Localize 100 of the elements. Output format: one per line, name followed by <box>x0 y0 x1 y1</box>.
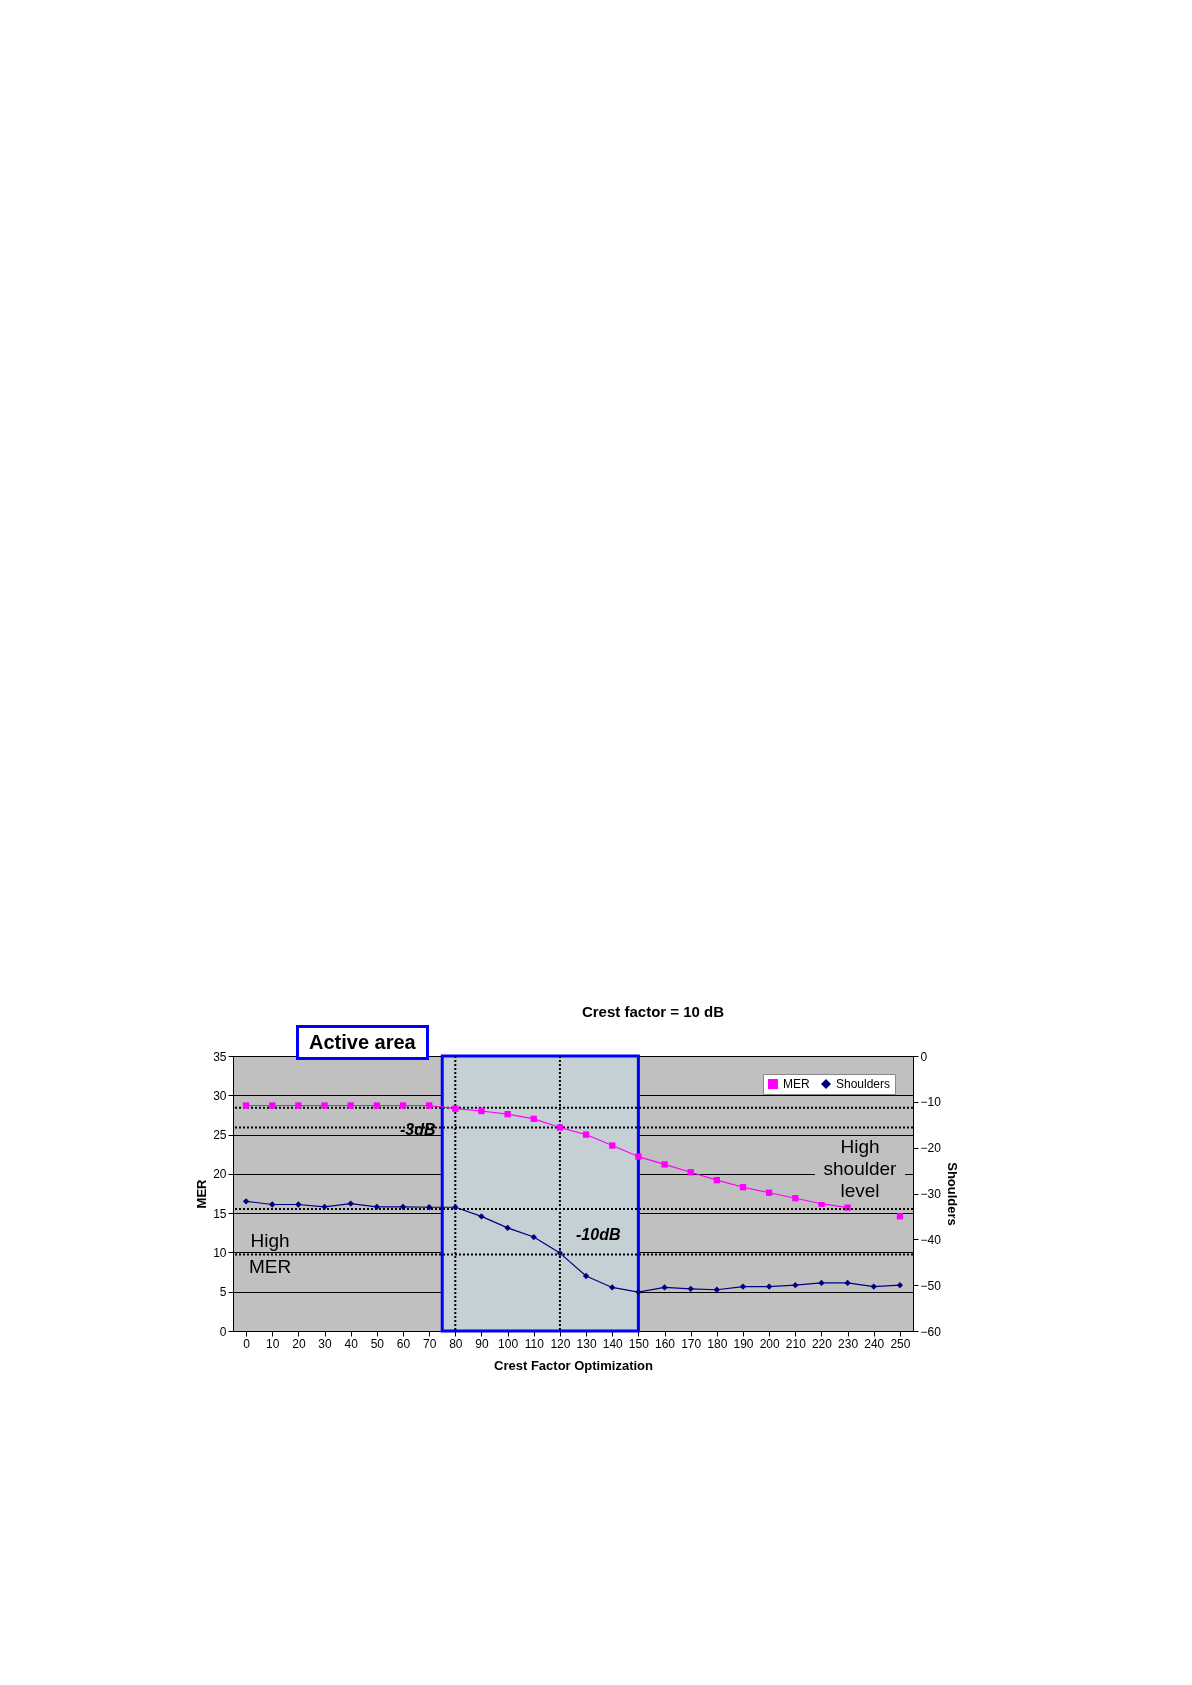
x-tick-label: 120 <box>550 1336 571 1351</box>
point <box>896 1213 904 1220</box>
y2-tick-label: −10 <box>920 1095 942 1110</box>
point <box>765 1283 773 1290</box>
y-tick-label: 10 <box>213 1245 227 1260</box>
x-tick-label: 170 <box>681 1336 702 1351</box>
x-tick-label: 130 <box>576 1336 597 1351</box>
point <box>478 1107 485 1115</box>
x-tick-label: 200 <box>759 1336 780 1351</box>
point <box>295 1102 302 1109</box>
point <box>818 1279 825 1287</box>
point <box>582 1272 590 1280</box>
y-tick-label: 25 <box>213 1128 227 1143</box>
annotation: -3dB <box>400 1120 436 1140</box>
point <box>373 1102 381 1109</box>
point <box>635 1288 642 1296</box>
x-tick-label: 110 <box>524 1336 545 1351</box>
y-tick-label: 5 <box>219 1285 227 1300</box>
x-tick-label: 230 <box>838 1336 859 1351</box>
x-tick-label: 90 <box>475 1336 489 1351</box>
y-tick-label: 20 <box>213 1167 227 1182</box>
point <box>452 1105 459 1112</box>
point <box>347 1200 354 1207</box>
x-tick-label: 180 <box>707 1336 728 1351</box>
annotation: High MER <box>247 1229 293 1279</box>
point <box>269 1201 276 1208</box>
point <box>504 1110 511 1118</box>
y2-tick-label: −30 <box>920 1187 942 1201</box>
y2-tick-label: −40 <box>920 1232 942 1247</box>
point <box>504 1224 511 1232</box>
band-label: Active area <box>296 1025 429 1060</box>
point <box>844 1279 851 1287</box>
point <box>635 1153 642 1160</box>
point <box>713 1286 721 1293</box>
annotation: -10dB <box>576 1225 621 1245</box>
point <box>321 1203 328 1210</box>
legend-label: Shoulders <box>836 1077 891 1091</box>
point <box>556 1249 564 1257</box>
x-tick-label: 0 <box>243 1336 251 1351</box>
point <box>373 1203 381 1210</box>
x-tick-label: 140 <box>602 1336 624 1351</box>
point <box>896 1282 904 1289</box>
point <box>713 1176 721 1184</box>
x-tick-label: 250 <box>890 1336 911 1351</box>
point <box>478 1213 485 1220</box>
y-tick-label: 35 <box>213 1049 227 1064</box>
y2-tick-label: −20 <box>920 1141 942 1156</box>
point <box>269 1102 276 1109</box>
y-tick-label: 30 <box>213 1088 227 1103</box>
x-tick-label: 20 <box>292 1336 306 1351</box>
x-tick-label: 50 <box>370 1336 385 1351</box>
x-tick-label: 40 <box>344 1336 359 1351</box>
x-tick-label: 220 <box>811 1336 833 1351</box>
point <box>582 1131 590 1138</box>
point <box>661 1284 668 1291</box>
point <box>739 1184 747 1191</box>
x-tick-label: 60 <box>396 1336 411 1351</box>
chart-title: Crest factor = 10 dB <box>581 1003 725 1020</box>
y-tick-label: 15 <box>213 1206 227 1221</box>
point <box>739 1283 747 1290</box>
x-tick-label: 150 <box>628 1336 650 1351</box>
point <box>609 1142 616 1149</box>
y2-tick-label: 0 <box>920 1049 928 1064</box>
y-tick-label: 0 <box>219 1324 227 1339</box>
point <box>425 1102 433 1109</box>
y2-tick-label: −50 <box>920 1278 942 1293</box>
point <box>425 1204 433 1211</box>
x-tick-label: 190 <box>733 1336 754 1351</box>
point <box>609 1284 616 1291</box>
x-tick-label: 80 <box>449 1336 463 1351</box>
point <box>556 1124 564 1131</box>
point <box>792 1282 799 1289</box>
x-tick-label: 10 <box>266 1336 280 1351</box>
point <box>347 1102 354 1109</box>
point <box>687 1169 694 1176</box>
x-tick-label: 30 <box>318 1336 333 1351</box>
point <box>765 1189 773 1196</box>
x-axis-title: Crest Factor Optimization <box>494 1357 654 1373</box>
point <box>870 1283 877 1290</box>
y2-tick-label: −60 <box>920 1324 942 1339</box>
x-tick-label: 240 <box>864 1336 885 1351</box>
legend-label: MER <box>783 1077 810 1091</box>
annotation: High shoulder level <box>815 1136 905 1202</box>
x-tick-label: 210 <box>785 1336 807 1351</box>
point <box>399 1203 407 1210</box>
point <box>242 1198 250 1205</box>
point <box>530 1115 537 1123</box>
point <box>295 1201 302 1208</box>
x-tick-label: 160 <box>655 1336 676 1351</box>
point <box>661 1161 668 1168</box>
point <box>687 1285 694 1292</box>
point <box>530 1233 537 1241</box>
point <box>321 1102 328 1109</box>
y2-axis-title: Shoulders <box>944 1162 960 1226</box>
point <box>242 1102 250 1109</box>
point <box>399 1102 407 1109</box>
point <box>792 1195 799 1202</box>
point <box>452 1204 459 1211</box>
y-axis-title: MER <box>194 1178 210 1209</box>
x-tick-label: 100 <box>498 1336 519 1351</box>
